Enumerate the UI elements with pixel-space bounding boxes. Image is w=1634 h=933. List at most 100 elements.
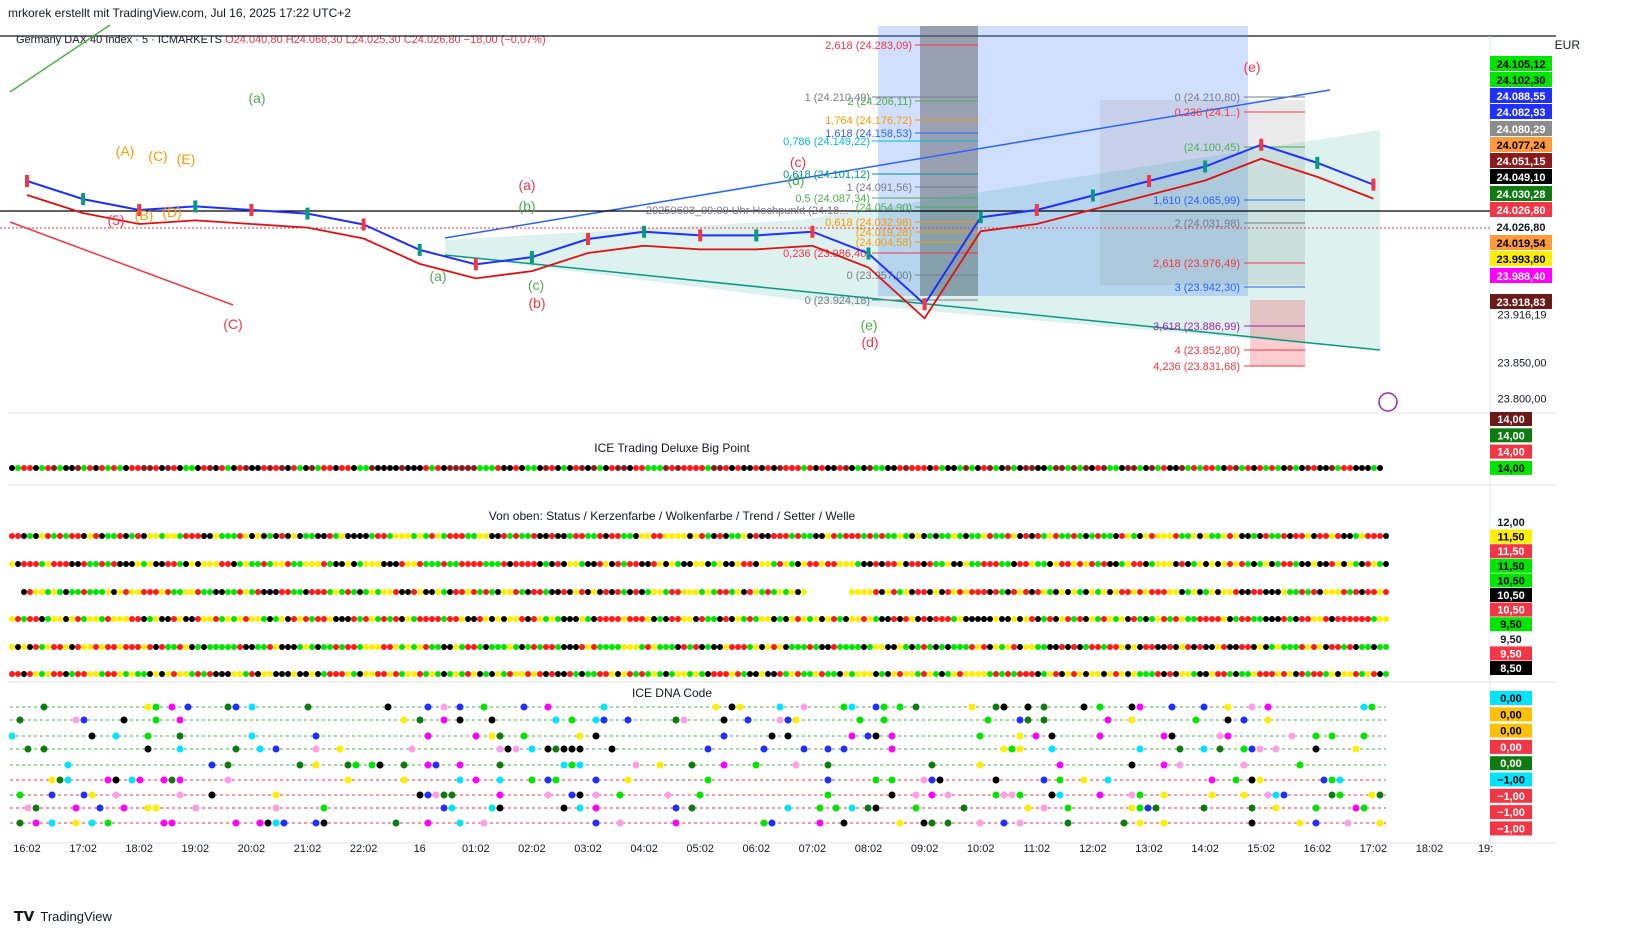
candle: [193, 200, 198, 213]
bigpoint-dot: [405, 465, 411, 471]
status-dot: [957, 644, 963, 650]
status-dot: [639, 644, 645, 650]
dna-dot: [888, 791, 896, 799]
dna-dot: [1016, 819, 1024, 827]
status-dot: [591, 533, 597, 539]
status-dot: [81, 589, 87, 595]
status-dot: [1371, 533, 1377, 539]
status-dot: [1077, 644, 1083, 650]
status-dot: [495, 561, 501, 567]
status-dot: [873, 589, 879, 595]
dna-dot: [1312, 804, 1320, 812]
bigpoint-dot: [717, 465, 723, 471]
status-dot: [777, 533, 783, 539]
status-dot: [351, 533, 357, 539]
status-dot: [213, 671, 219, 677]
status-dot: [201, 533, 207, 539]
status-dot: [429, 533, 435, 539]
wave-label: (5): [107, 212, 124, 228]
status-dot: [1209, 561, 1215, 567]
status-dot: [699, 589, 705, 595]
candle: [473, 258, 478, 271]
status-dot: [381, 644, 387, 650]
status-dot: [1191, 561, 1197, 567]
bigpoint-dot: [411, 465, 417, 471]
status-dot: [477, 616, 483, 622]
status-dot: [69, 644, 75, 650]
status-dot: [963, 644, 969, 650]
status-dot: [63, 616, 69, 622]
status-dot: [183, 644, 189, 650]
status-dot: [753, 671, 759, 677]
dna-dot: [424, 761, 432, 769]
bigpoint-dot: [429, 465, 435, 471]
status-dot: [897, 671, 903, 677]
status-dot: [45, 616, 51, 622]
dna-dot: [1128, 804, 1136, 812]
status-dot: [1305, 644, 1311, 650]
dna-dot: [520, 732, 528, 740]
status-dot: [771, 644, 777, 650]
status-dot: [1167, 644, 1173, 650]
highlight-zone: [878, 26, 1248, 296]
status-dot: [1317, 644, 1323, 650]
bigpoint-dot: [885, 465, 891, 471]
status-dot: [465, 616, 471, 622]
dna-dot: [1120, 819, 1128, 827]
status-dot: [1101, 561, 1107, 567]
status-dot: [795, 561, 801, 567]
status-dot: [633, 589, 639, 595]
status-dot: [615, 533, 621, 539]
status-dot: [681, 671, 687, 677]
status-dot: [567, 616, 573, 622]
status-dot: [1125, 671, 1131, 677]
status-dot: [735, 671, 741, 677]
status-dot: [129, 644, 135, 650]
tradingview-brand[interactable]: 𝗧𝗩 TradingView: [14, 908, 112, 925]
status-dot: [291, 616, 297, 622]
status-dot: [1065, 589, 1071, 595]
status-dot: [645, 533, 651, 539]
status-dot: [357, 616, 363, 622]
indicator-label-bg: [1490, 707, 1532, 722]
status-dot: [393, 644, 399, 650]
bigpoint-dot: [279, 465, 285, 471]
status-dot: [531, 616, 537, 622]
dna-dot: [840, 703, 848, 711]
status-dot: [1245, 561, 1251, 567]
currency-label[interactable]: EUR: [1554, 38, 1580, 52]
status-dot: [51, 671, 57, 677]
status-dot: [267, 671, 273, 677]
status-dot: [1053, 533, 1059, 539]
indicator-label: 0,00: [1500, 709, 1521, 721]
dna-dot: [1136, 819, 1144, 827]
status-dot: [267, 561, 273, 567]
status-dot: [123, 644, 129, 650]
status-dot: [561, 589, 567, 595]
dna-dot: [480, 819, 488, 827]
status-dot: [249, 616, 255, 622]
status-dot: [837, 533, 843, 539]
status-dot: [159, 589, 165, 595]
dna-dot: [872, 804, 880, 812]
status-dot: [45, 561, 51, 567]
status-dot: [933, 616, 939, 622]
bigpoint-dot: [561, 465, 567, 471]
status-dot: [1215, 589, 1221, 595]
dna-dot: [520, 703, 528, 711]
status-dot: [723, 644, 729, 650]
bigpoint-dot: [1359, 465, 1365, 471]
bigpoint-dot: [957, 465, 963, 471]
dna-dot: [912, 703, 920, 711]
bigpoint-dot: [183, 465, 189, 471]
dna-dot: [848, 804, 856, 812]
bigpoint-dot: [1035, 465, 1041, 471]
status-dot: [609, 671, 615, 677]
status-dot: [663, 561, 669, 567]
status-dot: [129, 671, 135, 677]
status-dot: [99, 561, 105, 567]
symbol-legend[interactable]: Germany DAX 40 Index · 5 · ICMARKETS O24…: [16, 34, 546, 46]
status-dot: [339, 561, 345, 567]
status-dot: [27, 616, 33, 622]
